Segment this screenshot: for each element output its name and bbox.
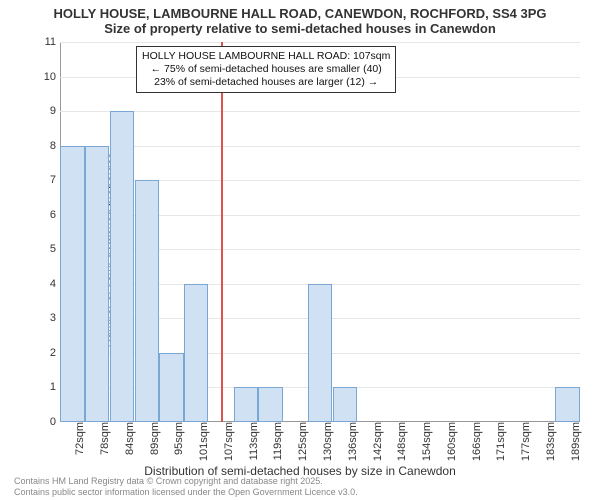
histogram-bar (258, 387, 282, 422)
annotation-line: HOLLY HOUSE LAMBOURNE HALL ROAD: 107sqm (142, 50, 390, 63)
y-tick-label: 6 (50, 209, 60, 221)
x-tick-label: 130sqm (320, 422, 334, 461)
annotation-line: ← 75% of semi-detached houses are smalle… (142, 63, 390, 76)
attribution-text: Contains HM Land Registry data © Crown c… (14, 476, 358, 498)
y-tick-label: 1 (50, 381, 60, 393)
x-tick-label: 72sqm (72, 422, 86, 455)
x-tick-label: 171sqm (493, 422, 507, 461)
chart-title-main: HOLLY HOUSE, LAMBOURNE HALL ROAD, CANEWD… (0, 0, 600, 21)
y-tick-label: 2 (50, 347, 60, 359)
y-tick-label: 3 (50, 312, 60, 324)
x-tick-label: 107sqm (221, 422, 235, 461)
y-tick-label: 4 (50, 278, 60, 290)
x-tick-label: 84sqm (122, 422, 136, 455)
gridline (60, 111, 580, 112)
x-tick-label: 160sqm (444, 422, 458, 461)
x-tick-label: 119sqm (270, 422, 284, 460)
x-tick-label: 177sqm (518, 422, 532, 461)
histogram-bar (60, 146, 84, 422)
plot-area: 0123456789101172sqm78sqm84sqm89sqm95sqm1… (60, 42, 580, 422)
gridline (60, 42, 580, 43)
y-tick-label: 8 (50, 140, 60, 152)
x-tick-label: 148sqm (394, 422, 408, 461)
x-tick-label: 113sqm (246, 422, 260, 460)
x-tick-label: 189sqm (568, 422, 582, 461)
x-tick-label: 142sqm (370, 422, 384, 461)
y-tick-label: 7 (50, 174, 60, 186)
chart-container: HOLLY HOUSE, LAMBOURNE HALL ROAD, CANEWD… (0, 0, 600, 500)
y-tick-label: 11 (45, 36, 60, 48)
x-tick-label: 101sqm (196, 422, 210, 461)
attribution-line-2: Contains public sector information licen… (14, 487, 358, 498)
y-tick-label: 9 (50, 105, 60, 117)
x-tick-label: 136sqm (345, 422, 359, 461)
annotation-box: HOLLY HOUSE LAMBOURNE HALL ROAD: 107sqm←… (136, 46, 396, 93)
x-tick-label: 89sqm (147, 422, 161, 455)
histogram-bar (110, 111, 134, 422)
annotation-line: 23% of semi-detached houses are larger (… (142, 76, 390, 89)
y-tick-label: 10 (44, 71, 60, 83)
histogram-bar (159, 353, 183, 422)
histogram-bar (308, 284, 332, 422)
x-tick-label: 95sqm (171, 422, 185, 455)
x-tick-label: 183sqm (543, 422, 557, 461)
x-tick-label: 166sqm (469, 422, 483, 461)
x-tick-label: 78sqm (97, 422, 111, 455)
attribution-line-1: Contains HM Land Registry data © Crown c… (14, 476, 358, 487)
reference-line (221, 42, 223, 422)
histogram-bar (555, 387, 579, 422)
gridline (60, 146, 580, 147)
histogram-bar (85, 146, 109, 422)
x-tick-label: 154sqm (419, 422, 433, 461)
histogram-bar (234, 387, 258, 422)
x-tick-label: 125sqm (295, 422, 309, 461)
histogram-bar (333, 387, 357, 422)
y-tick-label: 5 (50, 243, 60, 255)
histogram-bar (184, 284, 208, 422)
y-tick-label: 0 (50, 416, 60, 428)
histogram-bar (135, 180, 159, 422)
chart-title-sub: Size of property relative to semi-detach… (0, 21, 600, 36)
